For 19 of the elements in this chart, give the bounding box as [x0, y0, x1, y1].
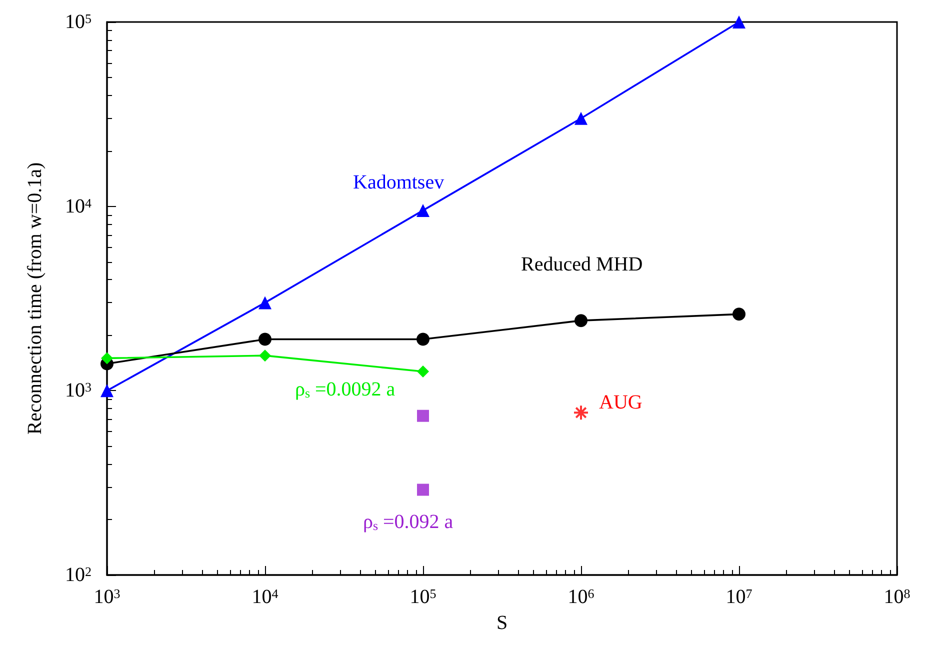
point — [574, 112, 588, 125]
point — [416, 204, 430, 217]
point — [574, 314, 588, 328]
x-axis-title: S — [496, 612, 508, 634]
series-label: AUG — [599, 392, 642, 414]
point — [259, 350, 271, 362]
point — [258, 332, 272, 346]
point — [417, 366, 429, 378]
series-label: Kadomtsev — [353, 171, 444, 194]
series-label: ρs =0.0092 a — [295, 378, 396, 401]
y-axis-title: Reconnection time (from w=0.1a) — [24, 162, 46, 435]
point — [416, 332, 430, 346]
point — [732, 308, 746, 321]
series-label: ρs =0.092 a — [363, 510, 454, 533]
text: Reduced MHD — [521, 254, 643, 276]
point — [101, 352, 113, 364]
point — [100, 384, 114, 398]
point — [258, 296, 272, 310]
point — [732, 16, 746, 28]
